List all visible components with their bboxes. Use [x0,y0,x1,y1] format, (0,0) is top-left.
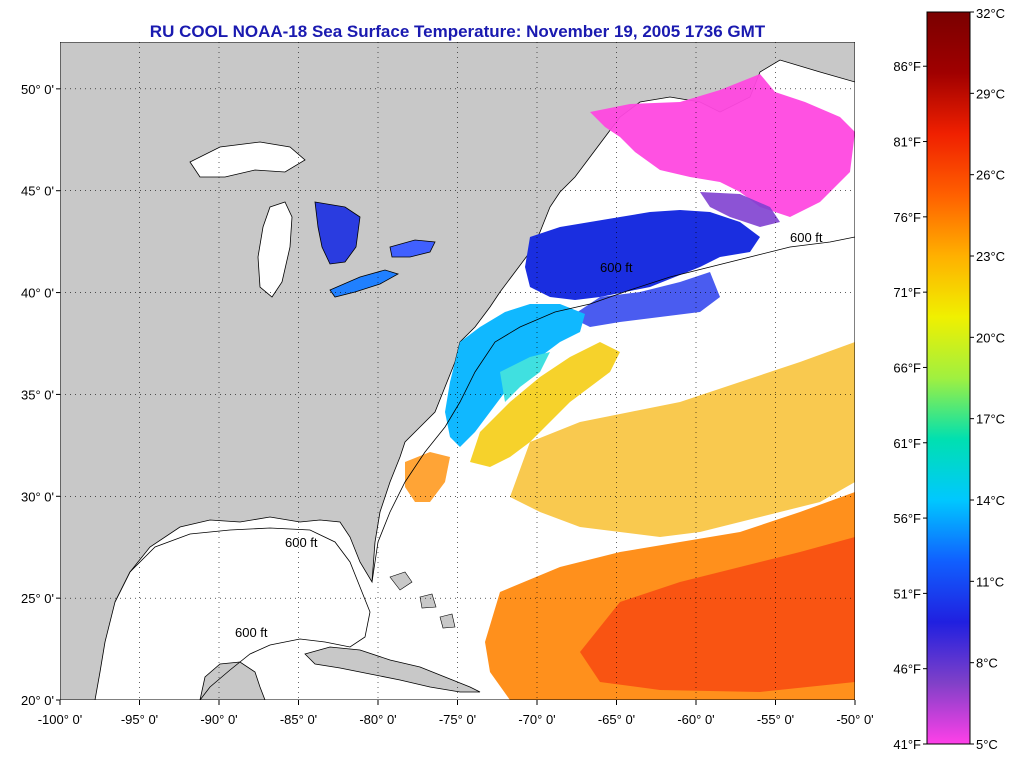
lon-label: -100° 0' [38,712,83,727]
lon-label: -65° 0' [598,712,635,727]
lake-ontario [389,239,436,258]
lake-huron [314,201,361,265]
sst-gulf-st-lawrence-purple [700,192,780,227]
lat-label: 45° 0' [21,184,54,199]
longitude-axis: -100° 0' -95° 0' -90° 0' -85° 0' -80° 0' -75°… [38,700,874,727]
lon-label: -70° 0' [518,712,555,727]
celsius-label: 32°C [976,6,1005,21]
fahrenheit-label: 56°F [893,511,921,526]
celsius-label: 29°C [976,86,1005,101]
lake-erie [329,269,400,298]
lat-label: 20° 0' [21,693,54,708]
sst-gulf-of-maine [525,210,760,300]
fahrenheit-label: 86°F [893,59,921,74]
lat-label: 30° 0' [21,489,54,504]
contour-atlantic [371,236,855,583]
latitude-axis: 50° 0' 45° 0' 40° 0' 35° 0' 30° 0' 25° 0' 20° … [21,82,60,708]
celsius-label: 14°C [976,493,1005,508]
map-title: RU COOL NOAA-18 Sea Surface Temperature:… [149,22,766,41]
sst-gulf-st-lawrence [590,74,855,217]
sst-map: 600 ft 600 ft 600 ft 600 ft [60,42,855,700]
lat-label: 50° 0' [21,82,54,97]
fahrenheit-label: 71°F [893,285,921,300]
map-canvas: 600 ft 600 ft 600 ft 600 ft [60,42,855,700]
contour-label-2: 600 ft [235,625,268,640]
sst-gulf-of-maine-edge [570,272,720,327]
land-yucatan [199,661,266,700]
lat-label: 35° 0' [21,387,54,402]
lat-label: 40° 0' [21,286,54,301]
lon-label: -60° 0' [677,712,714,727]
fahrenheit-label: 41°F [893,737,921,752]
contour-label-1: 600 ft [285,535,318,550]
fahrenheit-label: 76°F [893,210,921,225]
lat-label: 25° 0' [21,591,54,606]
lon-label: -50° 0' [836,712,873,727]
lon-label: -80° 0' [359,712,396,727]
celsius-label: 11°C [976,574,1004,589]
contour-label-4: 600 ft [790,230,823,245]
land-bahamas [389,571,456,629]
lake-michigan [257,201,293,298]
sst-shelf-cyan-light [500,352,550,402]
lon-label: -75° 0' [439,712,476,727]
colorbar: 32°C 29°C 26°C 23°C 20°C 17°C 14°C 11°C 8°C 5°C 86… [893,6,1005,752]
contour-gulf-of-mexico [114,527,371,700]
fahrenheit-label: 61°F [893,436,921,451]
celsius-label: 26°C [976,168,1005,183]
fahrenheit-label: 66°F [893,360,921,375]
lon-label: -90° 0' [200,712,237,727]
colorbar-gradient [926,11,971,745]
fahrenheit-label: 51°F [893,586,921,601]
sst-atlantic-red [580,537,855,692]
land-cuba [304,646,481,693]
celsius-label: 17°C [976,412,1005,427]
fahrenheit-label: 46°F [893,662,921,677]
celsius-label: 20°C [976,330,1005,345]
sst-gulf-stream-band [470,342,620,467]
lake-superior [189,141,306,178]
fahrenheit-label: 81°F [893,135,921,150]
celsius-label: 23°C [976,249,1005,264]
celsius-label: 8°C [976,656,998,671]
lon-label: -55° 0' [757,712,794,727]
lon-label: -85° 0' [280,712,317,727]
lon-label: -95° 0' [121,712,158,727]
celsius-label: 5°C [976,737,998,752]
sst-atlantic-yellow [510,342,855,537]
